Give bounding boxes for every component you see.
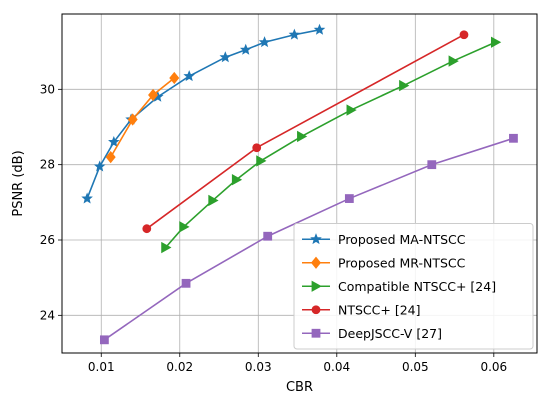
data-point (344, 194, 354, 203)
legend-marker (310, 256, 322, 269)
data-point (161, 241, 172, 254)
legend-label: Compatible NTSCC+ [24] (338, 279, 496, 294)
series-3 (142, 30, 469, 234)
x-tick-label: 0.04 (323, 360, 350, 374)
legend-entry: Proposed MA-NTSCC (302, 232, 466, 247)
legend-label: Proposed MR-NTSCC (338, 255, 466, 270)
series-4 (99, 133, 518, 345)
data-point (297, 130, 308, 143)
data-point (459, 30, 469, 40)
data-point (93, 160, 106, 172)
data-point (142, 224, 152, 234)
data-point (208, 194, 219, 207)
data-point (490, 36, 502, 48)
legend-label: DeepJSCC-V [27] (338, 326, 442, 341)
data-point (105, 151, 116, 164)
series-line (103, 137, 514, 341)
legend-marker (311, 328, 321, 338)
data-point (179, 221, 190, 233)
y-tick-label: 26 (40, 233, 55, 247)
x-tick-label: 0.05 (402, 360, 429, 374)
data-point (252, 143, 262, 153)
x-tick-label: 0.02 (166, 360, 193, 374)
data-point (181, 278, 191, 288)
series-2 (161, 36, 502, 254)
data-point (127, 113, 138, 126)
legend: Proposed MA-NTSCC Proposed MR-NTSCC Compat… (293, 223, 534, 350)
data-point (81, 192, 93, 204)
x-tick-label: 0.03 (245, 360, 272, 374)
data-point (239, 43, 252, 55)
data-point (448, 55, 459, 67)
legend-entry: Compatible NTSCC+ [24] (302, 279, 496, 294)
data-point (169, 71, 180, 85)
data-point (256, 155, 267, 167)
x-tick-label: 0.06 (480, 360, 507, 374)
y-tick-label: 30 (40, 82, 55, 96)
data-point (288, 28, 301, 40)
legend-entry: NTSCC+ [24] (302, 302, 420, 317)
data-point (427, 160, 437, 170)
plot-frame (61, 13, 538, 354)
series-line (165, 41, 496, 249)
legend-entry: DeepJSCC-V [27] (302, 326, 442, 341)
data-point (183, 70, 195, 82)
series-line (109, 77, 175, 158)
data-point (99, 335, 109, 345)
legend-label: Proposed MA-NTSCC (338, 232, 466, 247)
legend-label: NTSCC+ [24] (338, 302, 420, 317)
data-point (148, 88, 159, 102)
y-axis-ticks: 24 26 28 30 (40, 82, 62, 322)
series-0 (81, 23, 326, 204)
legend-marker (311, 305, 321, 315)
legend-marker (311, 280, 322, 292)
data-point (219, 51, 232, 63)
y-axis-label: PSNR (dB) (11, 150, 26, 216)
series-line (86, 29, 320, 199)
series-layer (81, 23, 518, 345)
x-tick-label: 0.01 (88, 360, 115, 374)
data-point (108, 135, 120, 147)
data-point (263, 231, 273, 241)
data-point (509, 133, 518, 143)
legend-entry: Proposed MR-NTSCC (302, 255, 466, 270)
data-point (231, 174, 243, 186)
y-tick-label: 28 (40, 158, 55, 172)
x-axis-ticks: 0.01 0.02 0.03 0.04 0.05 0.06 (88, 353, 507, 374)
y-tick-label: 24 (40, 308, 55, 322)
data-point (258, 36, 271, 48)
series-line (146, 34, 465, 230)
legend-marker (310, 233, 322, 245)
series-1 (105, 71, 180, 164)
data-point (313, 23, 326, 35)
data-point (399, 79, 410, 92)
x-axis-label: CBR (286, 380, 313, 395)
data-point (346, 104, 357, 116)
legend-box (293, 223, 534, 350)
